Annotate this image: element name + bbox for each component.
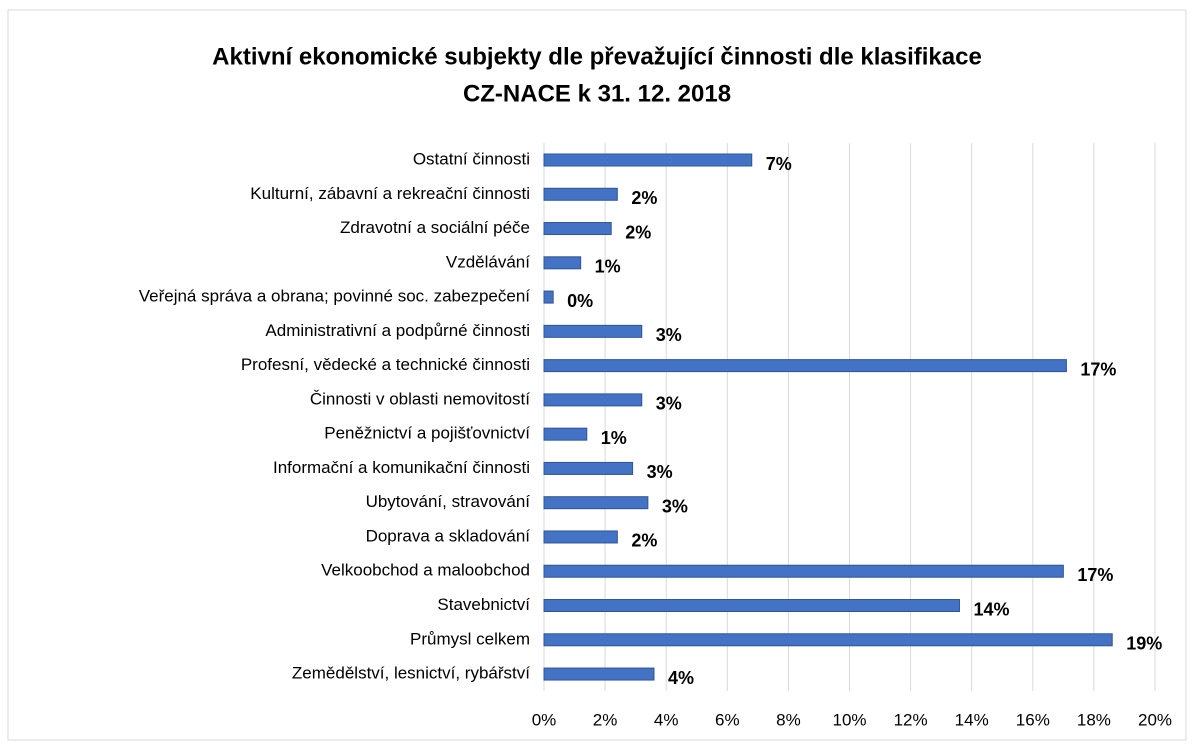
bar bbox=[543, 290, 554, 304]
bar bbox=[543, 667, 655, 681]
y-tick-label: Doprava a skladování bbox=[366, 526, 531, 545]
y-tick-label: Informační a komunikační činnosti bbox=[273, 458, 530, 477]
y-tick-label: Velkoobchod a maloobchod bbox=[321, 561, 530, 580]
y-tick-label: Ubytování, stravování bbox=[366, 492, 531, 511]
bar bbox=[543, 324, 643, 338]
y-tick-label: Zdravotní a sociální péče bbox=[340, 218, 530, 237]
x-tick-label: 20% bbox=[1138, 710, 1172, 729]
bar bbox=[543, 187, 618, 201]
bar bbox=[543, 222, 612, 236]
data-label: 3% bbox=[656, 325, 682, 345]
chart-title: CZ-NACE k 31. 12. 2018 bbox=[463, 80, 731, 107]
y-tick-label: Ostatní činnosti bbox=[413, 149, 530, 168]
bar bbox=[543, 530, 618, 544]
bar bbox=[543, 359, 1067, 373]
x-tick-label: 10% bbox=[832, 710, 866, 729]
data-label: 3% bbox=[647, 462, 673, 482]
data-label: 14% bbox=[973, 599, 1009, 619]
y-tick-label: Činnosti v oblasti nemovitostí bbox=[310, 389, 530, 408]
data-label: 0% bbox=[567, 291, 593, 311]
x-tick-label: 16% bbox=[1016, 710, 1050, 729]
bar bbox=[543, 256, 582, 270]
data-label: 1% bbox=[601, 428, 627, 448]
bar bbox=[543, 633, 1113, 647]
bar bbox=[543, 496, 649, 510]
data-label: 17% bbox=[1077, 565, 1113, 585]
data-label: 3% bbox=[656, 394, 682, 414]
bar bbox=[543, 153, 753, 167]
x-tick-label: 18% bbox=[1077, 710, 1111, 729]
x-tick-label: 0% bbox=[532, 710, 557, 729]
data-label: 3% bbox=[662, 496, 688, 516]
x-tick-label: 2% bbox=[593, 710, 618, 729]
y-tick-label: Profesní, vědecké a technické činnosti bbox=[241, 355, 530, 374]
bar bbox=[543, 393, 643, 407]
y-tick-label: Zemědělství, lesnictví, rybářství bbox=[292, 664, 530, 683]
data-label: 2% bbox=[631, 531, 657, 551]
x-tick-label: 12% bbox=[894, 710, 928, 729]
x-tick-label: 6% bbox=[715, 710, 740, 729]
y-tick-label: Veřejná správa a obrana; povinné soc. za… bbox=[139, 287, 531, 306]
chart-border bbox=[7, 9, 1187, 741]
y-tick-label: Průmysl celkem bbox=[410, 629, 530, 648]
data-label: 2% bbox=[625, 222, 651, 242]
chart-title: Aktivní ekonomické subjekty dle převažuj… bbox=[212, 43, 982, 70]
y-tick-label: Stavebnictví bbox=[437, 595, 530, 614]
bar bbox=[543, 427, 588, 441]
y-tick-label: Kulturní, zábavní a rekreační činnosti bbox=[250, 184, 530, 203]
data-label: 4% bbox=[668, 668, 694, 688]
data-label: 2% bbox=[631, 188, 657, 208]
y-tick-label: Vzdělávání bbox=[446, 252, 530, 271]
data-label: 17% bbox=[1080, 359, 1116, 379]
y-tick-label: Administrativní a podpůrné činnosti bbox=[265, 321, 530, 340]
x-tick-label: 14% bbox=[955, 710, 989, 729]
data-label: 1% bbox=[595, 257, 621, 277]
x-tick-label: 4% bbox=[654, 710, 679, 729]
data-label: 7% bbox=[766, 154, 792, 174]
bar bbox=[543, 564, 1064, 578]
bar bbox=[543, 461, 634, 475]
y-tick-label: Peněžnictví a pojišťovnictví bbox=[324, 424, 530, 443]
data-label: 19% bbox=[1126, 634, 1162, 654]
bar bbox=[543, 599, 960, 613]
x-tick-label: 8% bbox=[776, 710, 801, 729]
